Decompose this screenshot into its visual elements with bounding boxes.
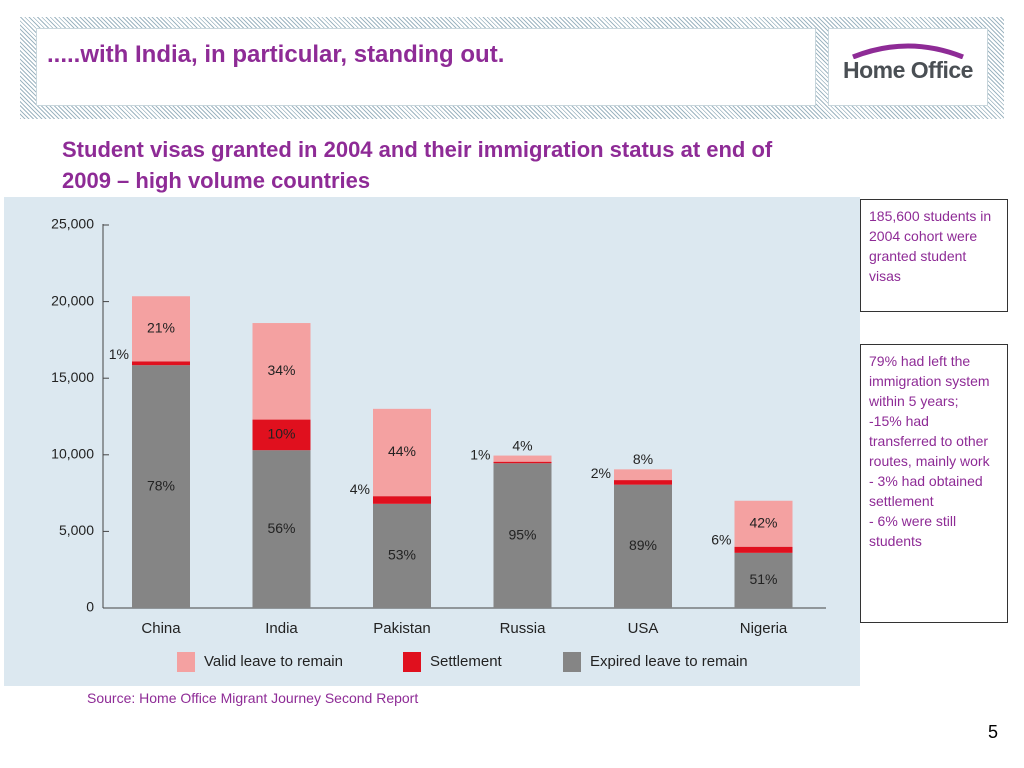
x-tick-label: India	[265, 620, 298, 637]
y-tick-label: 25,000	[51, 216, 94, 232]
data-label-expired: 89%	[629, 537, 657, 553]
chart-heading: Student visas granted in 2004 and their …	[62, 137, 773, 193]
bar-valid	[614, 469, 672, 481]
data-label-settlement: 1%	[109, 346, 129, 362]
home-office-logo: Home Office	[828, 28, 988, 106]
bar-chart: 0 5,000 10,000 15,000 20,000 25,000 China 78% 21…	[51, 216, 826, 672]
chart-panel: 0 5,000 10,000 15,000 20,000 25,000 China 78% 21…	[4, 197, 860, 686]
bar-settlement	[373, 496, 431, 504]
note-line: - 6% were still students	[869, 513, 957, 549]
y-tick-label: 5,000	[59, 522, 94, 538]
bar-expired	[373, 503, 431, 608]
logo-text: Home Office	[843, 57, 973, 83]
data-label-expired: 56%	[267, 520, 295, 536]
bar-expired	[252, 450, 311, 608]
data-label-expired: 53%	[388, 547, 416, 563]
note-box-breakdown: 79% had left the immigration system with…	[860, 344, 1008, 623]
bar-settlement	[252, 419, 311, 451]
x-tick-label: Pakistan	[373, 620, 431, 637]
note-line: - 3% had obtained settlement	[869, 473, 983, 509]
source-note: Source: Home Office Migrant Journey Seco…	[87, 690, 419, 706]
legend-swatch	[403, 652, 421, 672]
bar-settlement	[734, 546, 793, 553]
legend-label: Settlement	[430, 653, 503, 670]
legend-label: Valid leave to remain	[204, 653, 343, 670]
page-number: 5	[988, 722, 999, 742]
logo-arc-icon	[852, 43, 964, 59]
y-tick-label: 0	[86, 599, 94, 615]
data-label-settlement: 4%	[350, 481, 370, 497]
y-tick-label: 10,000	[51, 446, 94, 462]
bar-valid	[373, 408, 431, 497]
legend-swatch	[563, 652, 581, 672]
y-tick-label: 15,000	[51, 369, 94, 385]
data-label-expired: 51%	[749, 571, 777, 587]
data-label-settlement: 6%	[711, 531, 731, 547]
bar-expired	[493, 463, 552, 608]
legend-swatch	[177, 652, 195, 672]
data-label-valid: 42%	[749, 514, 777, 530]
bar-valid	[734, 500, 793, 547]
bar-expired	[132, 365, 190, 608]
data-label-valid: 4%	[512, 437, 532, 453]
note-box-total: 185,600 students in 2004 cohort were gra…	[860, 199, 1008, 312]
y-tick-label: 20,000	[51, 292, 94, 308]
note-line: -15% had transferred to other routes, ma…	[869, 413, 990, 469]
x-tick-label: China	[141, 620, 181, 637]
legend-label: Expired leave to remain	[590, 653, 748, 670]
bar-settlement	[614, 480, 672, 485]
bar-valid	[493, 455, 552, 462]
data-label-settlement: 10%	[267, 426, 295, 442]
slide-title: .....with India, in particular, standing…	[47, 41, 505, 68]
data-label-valid: 8%	[633, 451, 653, 467]
title-box: .....with India, in particular, standing…	[36, 28, 816, 106]
data-label-valid: 44%	[388, 443, 416, 459]
data-label-valid: 21%	[147, 319, 175, 335]
data-label-settlement: 1%	[470, 446, 490, 462]
x-tick-label: Russia	[500, 620, 547, 637]
x-tick-label: USA	[628, 620, 659, 637]
note-line: 79% had left the immigration system with…	[869, 353, 990, 409]
bar-valid	[252, 323, 311, 420]
data-label-expired: 78%	[147, 477, 175, 493]
title-banner: .....with India, in particular, standing…	[20, 17, 1004, 119]
bar-settlement	[493, 461, 552, 464]
data-label-settlement: 2%	[591, 465, 611, 481]
bar-expired	[734, 552, 793, 608]
bar-expired	[614, 484, 672, 608]
x-tick-label: Nigeria	[740, 620, 788, 637]
data-label-valid: 34%	[267, 362, 295, 378]
bar-valid	[132, 296, 190, 362]
bar-settlement	[132, 361, 190, 366]
data-label-expired: 95%	[508, 526, 536, 542]
